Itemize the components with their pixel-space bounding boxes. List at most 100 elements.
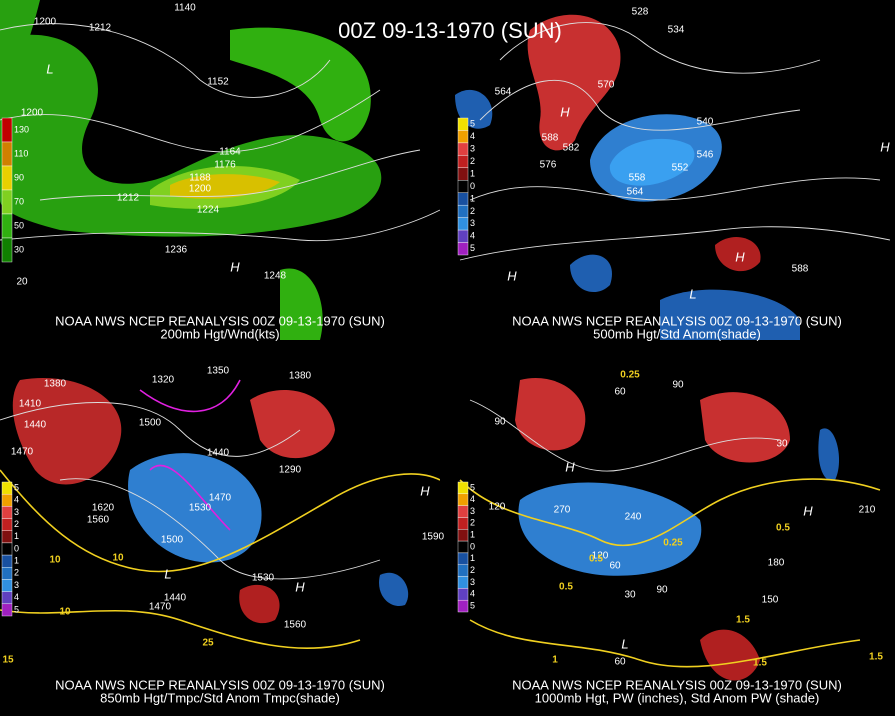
panel-1000mb-field (459, 378, 881, 681)
pressure-center: H (420, 483, 430, 498)
contour-label: 1470 (209, 493, 232, 504)
legend-label: 1 (470, 168, 475, 178)
legend-label: 0 (14, 543, 19, 553)
contour-label: 588 (542, 133, 559, 144)
contour-label: 1140 (174, 3, 196, 14)
contour (469, 399, 781, 472)
legend-swatch (1, 567, 13, 580)
contour-label: 540 (697, 117, 714, 128)
contour-label: 534 (668, 25, 685, 36)
legend-label: 3 (470, 218, 475, 228)
contour-label: 180 (768, 558, 785, 569)
contour-label: 582 (563, 143, 580, 154)
contour-label: 1176 (214, 160, 236, 171)
anomaly-shade (818, 428, 840, 481)
wind-shade (280, 268, 323, 340)
pressure-center: H (295, 579, 305, 594)
legend-swatch (457, 529, 469, 542)
contour (0, 609, 361, 650)
legend-swatch (457, 576, 469, 589)
legend-label: 5 (14, 604, 19, 614)
contour-label: 90 (672, 380, 684, 391)
contour-label: 1500 (139, 418, 162, 429)
contour-label: 1212 (89, 23, 112, 34)
legend-swatch (1, 506, 13, 519)
contour-label: 20 (16, 277, 28, 288)
contour-label: 90 (494, 417, 506, 428)
legend-swatch (457, 130, 469, 144)
contour (0, 23, 331, 98)
legend-swatch (457, 192, 469, 206)
contour-label: 1290 (279, 465, 302, 476)
legend-swatch (1, 117, 13, 143)
contour-label: 1470 (149, 602, 172, 613)
contour-label: 1236 (165, 245, 188, 256)
legend-label: 4 (470, 589, 475, 599)
wind-shade (170, 174, 280, 199)
legend-swatch (457, 505, 469, 518)
contour (499, 22, 821, 74)
anomaly-shade (379, 572, 409, 606)
contour (469, 177, 881, 201)
legend-label: 3 (14, 580, 19, 590)
legend-label: 5 (470, 600, 475, 610)
contour-label: 30 (776, 439, 788, 450)
contour-label: 240 (625, 512, 642, 523)
legend-swatch (457, 517, 469, 530)
contour-label: 1380 (44, 379, 67, 390)
legend-label: 1 (470, 530, 475, 540)
contour-label: 0.5 (589, 554, 603, 565)
contour-label: 1200 (21, 108, 44, 119)
legend-label: 30 (14, 244, 24, 254)
contour-label: 60 (609, 561, 621, 572)
contour-label: 1560 (87, 515, 110, 526)
anomaly-shade (609, 138, 695, 186)
contour-label: 1320 (152, 375, 175, 386)
contour-label: 270 (554, 505, 571, 516)
contour-label: 1.5 (753, 658, 767, 669)
legend-swatch (1, 213, 13, 239)
pressure-center: L (46, 61, 53, 76)
legend-label: 2 (14, 568, 19, 578)
panel-source: NOAA NWS NCEP REANALYSIS 00Z 09-13-1970 … (55, 313, 385, 328)
legend-swatch (1, 579, 13, 592)
pressure-center: H (560, 104, 570, 119)
pressure-center: H (880, 139, 890, 154)
panel-500mb-field (455, 14, 891, 340)
contour (0, 209, 441, 242)
contour-label: 120 (489, 502, 506, 513)
legend-label: 0 (470, 541, 475, 551)
wind-shade (0, 0, 40, 90)
contour-label: 1440 (207, 448, 230, 459)
legend-swatch (1, 542, 13, 556)
contour-label: 1560 (284, 620, 307, 631)
contour-label: 1212 (117, 193, 140, 204)
contour-label: 1152 (207, 77, 229, 88)
contour (459, 226, 891, 261)
contour-label: 1 (552, 655, 558, 666)
pressure-center: H (230, 259, 240, 274)
legend-swatch (457, 493, 469, 506)
legend-label: 1 (470, 553, 475, 563)
anomaly-shade (128, 453, 262, 563)
contour (0, 469, 441, 573)
contour-label: 1530 (252, 573, 275, 584)
legend-swatch (457, 142, 469, 156)
panel-caption: 200mb Hgt/Wnd(kts) (160, 326, 279, 341)
legend-label: 1 (14, 531, 19, 541)
contour-label: 1590 (422, 532, 445, 543)
anomaly-shade (250, 390, 335, 459)
contour-label: 60 (614, 657, 626, 668)
contour-label: 120 (592, 551, 609, 562)
legend-label: 5 (470, 482, 475, 492)
pressure-center: H (735, 249, 745, 264)
contour-label: 10 (112, 553, 124, 564)
legend-swatch (1, 530, 13, 544)
legend-swatch (1, 237, 13, 263)
contour-label: 552 (672, 163, 689, 174)
legend-swatch (457, 242, 469, 256)
legend-label: 4 (14, 592, 19, 602)
contour-label: 1200 (189, 184, 212, 195)
legend-swatch (1, 141, 13, 167)
contour-label: 1620 (92, 503, 115, 514)
